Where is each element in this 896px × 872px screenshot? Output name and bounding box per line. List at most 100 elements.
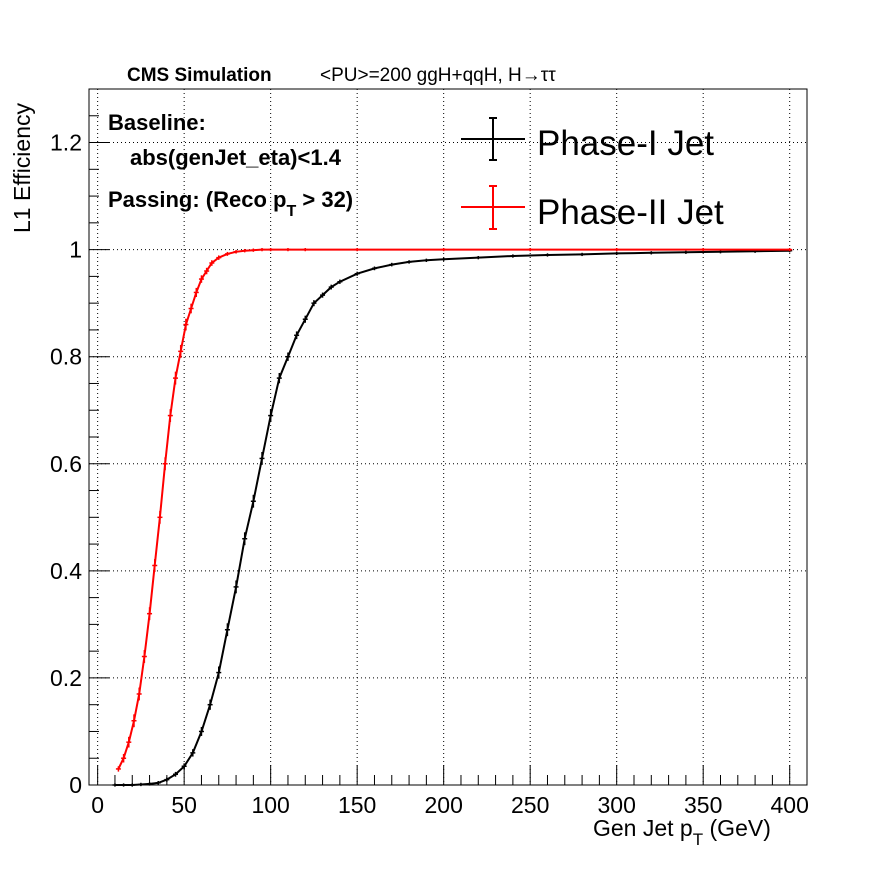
series-1-point-31	[614, 248, 620, 252]
series-0-point-28	[371, 266, 377, 271]
series-0-point-22	[302, 315, 308, 323]
series-1-point-11	[173, 371, 179, 385]
series-1-point-33	[787, 248, 793, 252]
x-tick-label-50: 50	[171, 792, 197, 818]
series-1-point-13	[183, 318, 189, 331]
annotation-baseline-cut: abs(genJet_eta)<1.4	[130, 145, 342, 170]
annotation-passing-sub: T	[286, 203, 296, 220]
title-process: <PU>=200 ggH+qqH, H→ττ	[320, 65, 556, 86]
x-tick-label-0: 0	[91, 792, 104, 818]
series-0-point-4	[147, 782, 153, 786]
series-1-point-22	[242, 248, 248, 253]
grid-lines	[89, 89, 807, 786]
series-0-point-21	[294, 331, 300, 340]
series-0-point-33	[475, 255, 481, 260]
series-1-point-30	[527, 248, 533, 252]
series-0-point-37	[614, 251, 620, 255]
series-0-point-7	[173, 771, 179, 777]
series-1-point-2	[126, 736, 132, 748]
series-1	[115, 247, 793, 772]
series-0-point-39	[683, 250, 689, 254]
annotation-passing-prefix: Passing: (Reco p	[108, 187, 286, 212]
y-tick-label-0: 0	[69, 772, 82, 798]
title-experiment: CMS Simulation	[127, 65, 272, 86]
x-axis-label-unit: (GeV)	[703, 815, 771, 841]
y-tick-label-2: 0.4	[50, 558, 82, 584]
series-1-point-18	[209, 260, 215, 266]
series-1-point-6	[147, 607, 153, 621]
series-0-point-31	[423, 258, 429, 263]
y-tick-label-top: 1.2	[50, 130, 82, 156]
legend-marker-phase2	[461, 185, 525, 230]
legend: Phase-I Jet Phase-II Jet	[461, 117, 724, 232]
series-0-point-6	[164, 777, 170, 782]
series-0-point-23	[311, 300, 317, 307]
series-0-point-5	[155, 780, 161, 785]
x-tick-label-300: 300	[597, 792, 635, 818]
x-axis-label-sub: T	[693, 830, 703, 849]
y-tick-label-3: 0.6	[50, 451, 82, 477]
series-1-point-14	[188, 303, 194, 314]
series-0-point-10	[198, 726, 204, 736]
series-1-point-1	[121, 753, 127, 763]
series-1-point-26	[285, 248, 291, 252]
series-0-point-9	[190, 749, 196, 757]
series-1-point-19	[216, 255, 222, 260]
series-1-point-25	[268, 248, 274, 252]
x-tick-label-350: 350	[684, 792, 722, 818]
y-tick-label-4: 0.8	[50, 344, 82, 370]
x-tick-label-200: 200	[424, 792, 462, 818]
annotation-passing: Passing: (Reco pT > 32)	[108, 187, 353, 220]
series-1-point-15	[193, 287, 199, 297]
series-line-0	[115, 249, 790, 786]
series-0-point-13	[224, 623, 230, 637]
series-0-point-17	[259, 451, 265, 465]
series-0-point-20	[285, 352, 291, 361]
series-1-point-21	[233, 249, 239, 254]
series-0-point-24	[320, 292, 326, 298]
series-1-point-10	[167, 409, 173, 423]
series-0-point-2	[129, 783, 135, 787]
series-1-point-12	[178, 344, 184, 358]
series-line-1	[117, 248, 790, 770]
x-tick-label-400: 400	[771, 792, 809, 818]
legend-label-phase2: Phase-II Jet	[537, 193, 724, 232]
series-0-point-34	[510, 254, 516, 258]
series-0-point-0	[112, 783, 118, 787]
x-tick-label-100: 100	[251, 792, 289, 818]
series-1-point-29	[441, 248, 447, 252]
legend-label-phase1: Phase-I Jet	[537, 124, 714, 163]
tick-labels: 0 50 100 150 200 250 300 350 400 0 0.2 0.4 0.6 0.8 1 1.…	[50, 130, 809, 818]
series-0-point-40	[717, 250, 723, 254]
series-0-point-3	[138, 782, 144, 787]
annotation-passing-suffix: > 32)	[296, 187, 353, 212]
legend-marker-phase1	[461, 117, 525, 161]
series-1-point-32	[700, 248, 706, 252]
series-1-point-17	[204, 267, 210, 275]
series-1-point-4	[136, 687, 142, 701]
x-axis-label: Gen Jet pT (GeV)	[593, 815, 771, 849]
series-0-point-25	[328, 284, 334, 290]
series-1-point-9	[162, 457, 168, 471]
x-tick-label-250: 250	[511, 792, 549, 818]
x-tick-label-150: 150	[338, 792, 376, 818]
series-0-point-29	[389, 262, 395, 267]
series-0-point-11	[207, 699, 213, 710]
series-1-point-20	[224, 251, 230, 256]
series-1-point-23	[250, 248, 256, 252]
series-0-point-36	[579, 252, 585, 257]
x-axis-label-main: Gen Jet p	[593, 815, 693, 841]
series-0-point-35	[544, 253, 550, 257]
data-series	[112, 247, 793, 787]
series-0-point-19	[276, 372, 282, 384]
series-0-point-30	[406, 260, 412, 264]
series-0-point-16	[250, 494, 256, 508]
annotation-baseline: Baseline:	[108, 110, 206, 135]
y-tick-label-1: 0.2	[50, 665, 82, 691]
series-0-point-32	[441, 257, 447, 261]
series-1-point-24	[259, 247, 265, 252]
series-0-point-38	[648, 251, 654, 255]
series-0-point-18	[268, 409, 274, 423]
series-1-point-7	[152, 559, 158, 572]
